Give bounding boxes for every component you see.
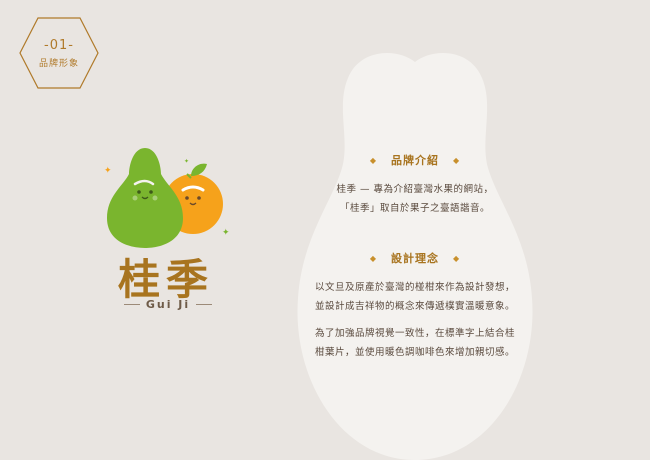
pear-shape-background [297, 52, 533, 460]
diamond-bullet-icon: ◆ [369, 253, 377, 263]
section-heading: ◆ 設計理念 ◆ [300, 250, 530, 266]
section-body: 以文旦及原產於臺灣的椪柑來作為設計發想， 並設計成吉祥物的概念來傳遞樸實溫暖意象… [300, 278, 530, 316]
body-line: 桂季 — 專為介紹臺灣水果的網站， [336, 184, 494, 195]
section-design-concept: ◆ 設計理念 ◆ 以文旦及原產於臺灣的椪柑來作為設計發想， 並設計成吉祥物的概念… [300, 250, 530, 362]
sparkle-icon: ✦ [104, 166, 112, 176]
divider-line [196, 304, 213, 305]
section-heading-text: 品牌介紹 [391, 154, 439, 167]
diamond-bullet-icon: ◆ [369, 155, 377, 165]
pomelo-mascot-icon [107, 148, 183, 248]
brand-name-english: Gui Ji [118, 298, 218, 311]
sparkle-icon: ✦ [184, 158, 190, 165]
brand-name-english-text: Gui Ji [145, 298, 191, 311]
section-brand-intro: ◆ 品牌介紹 ◆ 桂季 — 專為介紹臺灣水果的網站， 「桂季」取自於果子之臺語諧… [300, 152, 530, 218]
badge-number: -01- [44, 38, 74, 53]
body-line: 並設計成吉祥物的概念來傳遞樸實溫暖意象。 [314, 301, 515, 312]
section-body: 桂季 — 專為介紹臺灣水果的網站， 「桂季」取自於果子之臺語諧音。 [300, 180, 530, 218]
badge-label: 品牌形象 [38, 59, 79, 69]
hexagon-icon [19, 17, 99, 89]
section-heading-text: 設計理念 [391, 252, 439, 265]
section-heading: ◆ 品牌介紹 ◆ [300, 152, 530, 168]
body-line: 柑葉片，並使用暖色調咖啡色來增加親切感。 [314, 347, 515, 358]
section-badge: -01- 品牌形象 [18, 16, 100, 90]
section-body: 為了加強品牌視覺一致性，在標準字上結合桂 柑葉片，並使用暖色調咖啡色來增加親切感… [300, 324, 530, 362]
body-line: 「桂季」取自於果子之臺語諧音。 [339, 203, 490, 214]
diamond-bullet-icon: ◆ [453, 155, 461, 165]
brand-name-chinese: 桂季 [118, 255, 215, 304]
brand-logo-mascots [107, 148, 223, 248]
sparkle-icon: ✦ [222, 228, 230, 238]
diamond-bullet-icon: ◆ [453, 253, 461, 263]
body-line: 以文旦及原產於臺灣的椪柑來作為設計發想， [314, 282, 515, 293]
divider-line [124, 304, 140, 305]
body-line: 為了加強品牌視覺一致性，在標準字上結合桂 [314, 328, 515, 339]
